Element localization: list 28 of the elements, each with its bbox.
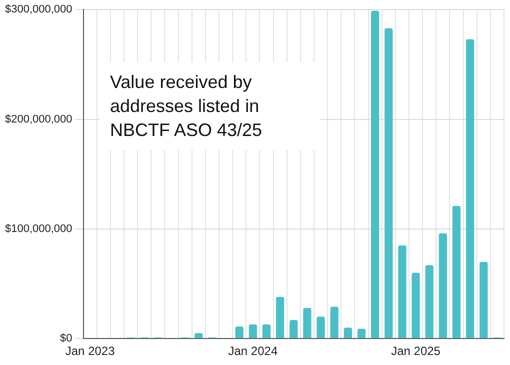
bar [438, 233, 447, 338]
bar [466, 39, 474, 338]
bar [248, 324, 257, 338]
bar [480, 262, 488, 338]
bar [357, 328, 366, 338]
bar [194, 333, 203, 338]
bar [303, 308, 312, 338]
bar [276, 296, 284, 338]
y-tick-label: $100,000,000 [4, 222, 72, 235]
y-tick-label: $0 [60, 332, 72, 345]
y-tick-label: $300,000,000 [4, 4, 72, 16]
bar [371, 10, 380, 338]
bar [384, 28, 393, 338]
x-tick-label: Jan 2025 [391, 344, 441, 358]
bar [412, 272, 420, 338]
bar [398, 245, 406, 338]
bar [290, 320, 298, 338]
bar [452, 206, 461, 338]
bar [262, 324, 271, 338]
text-box: Value received by addresses listed in NBCTF ASO 43/25 [100, 62, 320, 150]
bar [425, 265, 434, 338]
y-tick-label: $200,000,000 [4, 113, 72, 126]
bar [344, 328, 352, 338]
bar [316, 316, 325, 338]
bar [235, 326, 244, 338]
x-tick-label: Jan 2023 [65, 344, 116, 358]
bar [330, 306, 338, 338]
x-tick-label: Jan 2024 [228, 344, 278, 358]
